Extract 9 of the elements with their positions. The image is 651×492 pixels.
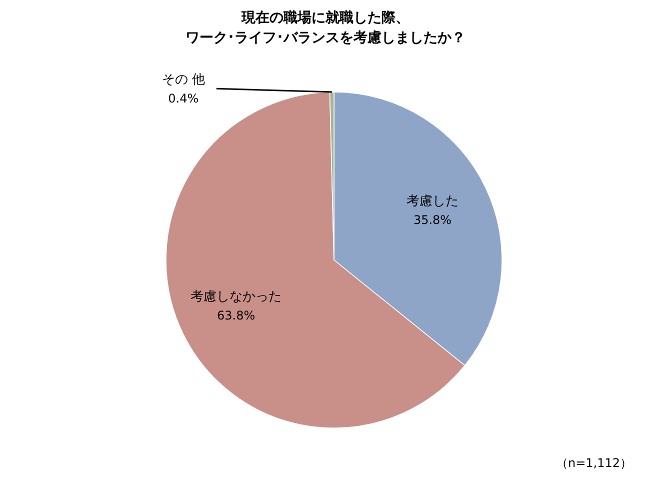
slice-label: 考慮しなかった — [190, 289, 282, 304]
chart-title: 現在の職場に就職した際、 — [240, 9, 410, 26]
chart-subtitle: ワーク･ライフ･バランスを考慮しましたか？ — [186, 30, 466, 46]
slice-label: 考慮した — [406, 194, 459, 209]
data-label: 63.8% — [217, 308, 256, 322]
data-label: 35.8% — [413, 212, 452, 227]
data-label: 0.4% — [168, 92, 199, 106]
slice-label: その 他 — [162, 72, 205, 88]
text: （n=1,112） — [556, 456, 632, 470]
